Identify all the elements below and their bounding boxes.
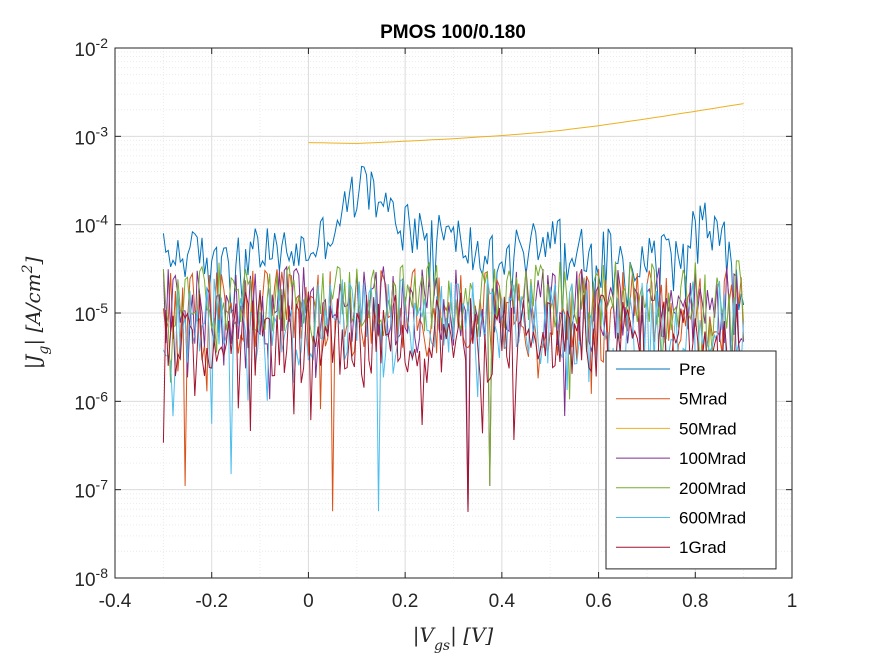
axis-ticks: -0.4 -0.2 0 0.2 0.4 0.6 0.8 1 10-8 10-7 10-6 10-5 10… <box>74 35 797 612</box>
x-tick-label: -0.4 <box>99 591 132 612</box>
y-tick-label: 10-6 <box>74 388 108 414</box>
chart-title: PMOS 100/0.180 <box>380 22 526 43</box>
y-tick-label: 10-4 <box>74 212 108 238</box>
series-lines <box>162 103 745 512</box>
legend-label: 100Mrad <box>679 449 746 468</box>
legend-label: 50Mrad <box>679 419 737 438</box>
series-line-pre <box>162 165 745 335</box>
y-tick-label: 10-3 <box>74 123 108 149</box>
legend-label: 5Mrad <box>679 390 727 409</box>
x-tick-label: 0.4 <box>489 591 516 612</box>
y-tick-label: 10-5 <box>74 300 108 326</box>
y-axis-label: |Jg| [A/cm2] <box>20 256 52 369</box>
legend-label: Pre <box>679 360 705 379</box>
x-tick-label: 0 <box>303 591 314 612</box>
series-line-50mrad <box>308 103 744 144</box>
legend-label: 1Grad <box>679 538 726 557</box>
legend-label: 200Mrad <box>679 479 746 498</box>
legend: Pre 5Mrad 50Mrad 100Mrad 200Mrad 600Mrad 1Grad <box>605 350 777 570</box>
x-tick-label: 0.8 <box>682 591 708 612</box>
y-tick-label: 10-2 <box>74 35 108 61</box>
x-axis-label: |Vgs| [V] <box>413 623 494 654</box>
x-tick-label: 0.2 <box>392 591 418 612</box>
series-line-600mrad <box>162 278 745 512</box>
y-tick-label: 10-8 <box>74 565 108 591</box>
x-tick-label: -0.2 <box>195 591 228 612</box>
y-tick-label: 10-7 <box>74 477 108 503</box>
x-tick-label: 1 <box>787 591 798 612</box>
legend-label: 600Mrad <box>679 509 746 528</box>
x-tick-label: 0.6 <box>585 591 611 612</box>
legend-box <box>605 350 777 570</box>
